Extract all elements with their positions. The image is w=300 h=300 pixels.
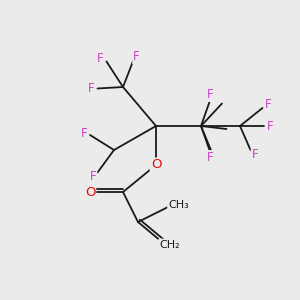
Text: CH₂: CH₂	[159, 239, 180, 250]
Text: F: F	[207, 151, 213, 164]
Text: F: F	[90, 170, 96, 184]
Text: F: F	[207, 88, 213, 101]
Text: F: F	[97, 52, 104, 65]
Text: F: F	[88, 82, 95, 95]
Text: F: F	[265, 98, 272, 112]
Text: O: O	[151, 158, 161, 172]
Text: F: F	[267, 119, 273, 133]
Text: F: F	[81, 127, 87, 140]
Text: F: F	[133, 50, 140, 64]
Text: O: O	[85, 185, 95, 199]
Text: CH₃: CH₃	[168, 200, 189, 211]
Text: F: F	[252, 148, 258, 161]
